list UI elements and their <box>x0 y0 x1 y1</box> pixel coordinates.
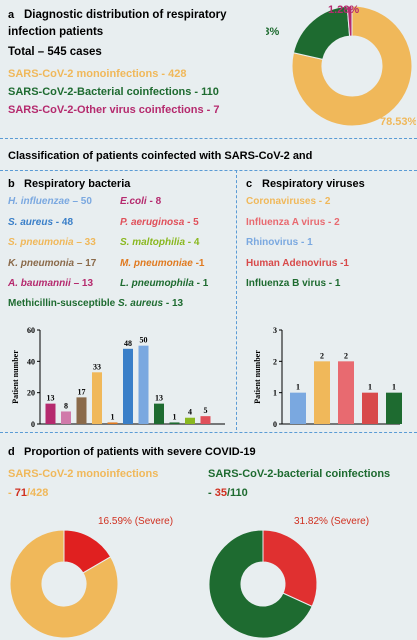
bacteria-bar-3 <box>92 372 102 424</box>
legend-mssa: Methicillin-susceptible S. aureus - 13 <box>8 298 184 309</box>
bar-chart-bacteria: 0 20 40 60 Patient number 13 8 17 33 1 48 50 13 1 4 5 <box>11 326 225 429</box>
vertical-divider <box>236 170 237 430</box>
virus-ytick: 1 <box>273 389 277 398</box>
virus-ylabel: Patient number <box>253 350 262 404</box>
legend-bacteria-b-0: E.coli - 8 <box>120 196 162 207</box>
panel-d-right-count: - 35/110 <box>208 487 248 499</box>
panel-a-title-line2: infection patients <box>8 26 104 38</box>
legend-virus-1: Influenza A virus - 2 <box>246 216 340 228</box>
virus-ytick: 0 <box>273 420 277 429</box>
pie-a-label-bacterial: 20.18% <box>266 26 280 38</box>
panel-a-letter: a <box>8 9 15 21</box>
bacteria-value-0: 13 <box>47 394 55 403</box>
legend-monoinfections: SARS-CoV-2 monoinfections - 428 <box>8 68 187 80</box>
bacteria-value-9: 4 <box>188 408 192 417</box>
virus-bar-2 <box>338 361 354 424</box>
bacteria-value-5: 48 <box>124 339 132 348</box>
bacteria-bar-9 <box>185 417 195 424</box>
bacteria-value-3: 33 <box>93 362 101 371</box>
virus-bar-1 <box>314 361 330 424</box>
legend-bacteria-b-2: S. maltophilia - 4 <box>120 237 200 248</box>
pie-chart-mono-severe: 16.59% (Severe) <box>9 516 173 639</box>
pie-a-slice-2 <box>346 5 353 37</box>
bacteria-bar-0 <box>45 403 56 424</box>
divider-top <box>0 138 417 139</box>
legend-bacteria-b-3: M. pneumoniae -1 <box>120 257 205 269</box>
legend-bacteria-b-4: L. pneumophila - 1 <box>120 278 209 289</box>
virus-bar-3 <box>362 392 378 424</box>
bacteria-value-6: 50 <box>140 336 148 345</box>
bar-chart-viruses: 0 1 2 3 Patient number 1 2 2 1 1 <box>253 326 402 429</box>
virus-value-0: 1 <box>296 383 300 392</box>
legend-bacterial-coinfections: SARS-CoV-2-Bacterial coinfections - 110 <box>8 86 219 98</box>
pie-a-label-virus: 1.28% <box>328 4 359 16</box>
bacteria-bar-4 <box>107 422 118 424</box>
divider-3 <box>0 432 417 433</box>
virus-ytick: 2 <box>273 357 277 366</box>
pie-a-label-mono: 78.53% <box>380 116 416 128</box>
panel-d-letter: d <box>8 446 15 458</box>
virus-bar-0 <box>290 392 306 424</box>
virus-value-3: 1 <box>368 383 372 392</box>
panel-c-title: Respiratory viruses <box>262 178 365 190</box>
legend-bacteria-a-2: S. pneumonia – 33 <box>8 237 96 248</box>
bacteria-bar-5 <box>123 348 133 424</box>
panel-d-left-label: SARS-CoV-2 monoinfections <box>8 468 159 480</box>
panel-c-letter: c <box>246 178 253 190</box>
bacteria-ytick: 20 <box>27 389 35 398</box>
legend-virus-coinfections: SARS-CoV-2-Other virus coinfections - 7 <box>8 104 220 116</box>
legend-virus-2: Rhinovirus - 1 <box>246 237 313 248</box>
legend-bacteria-a-3: K. pneumonia – 17 <box>8 257 97 269</box>
virus-bar-4 <box>386 392 402 424</box>
bacteria-ytick: 0 <box>31 420 35 429</box>
legend-virus-3: Human Adenovirus -1 <box>246 257 349 269</box>
bacteria-value-4: 1 <box>111 412 115 421</box>
bacteria-value-1: 8 <box>64 401 68 410</box>
legend-bacteria-b-1: P. aeruginosa - 5 <box>120 216 199 228</box>
section-title: Classification of patients coinfected wi… <box>8 150 313 162</box>
bacteria-bar-2 <box>76 397 87 424</box>
pie-left-label: 16.59% (Severe) <box>98 516 173 527</box>
bacteria-bar-7 <box>154 403 164 424</box>
bacteria-ytick: 40 <box>27 357 35 366</box>
bacteria-value-2: 17 <box>78 387 86 396</box>
pie-right-slice-1 <box>208 529 313 639</box>
virus-value-1: 2 <box>320 351 324 360</box>
panel-b-title: Respiratory bacteria <box>24 178 131 190</box>
pie-chart-a: 78.53% 20.18% 1.28% <box>266 4 416 128</box>
legend-bacteria-a-1: S. aureus - 48 <box>8 216 74 228</box>
bacteria-value-8: 1 <box>173 412 177 421</box>
legend-bacteria-a-0: H. influenzae – 50 <box>8 196 92 207</box>
panel-a-title-line1: Diagnostic distribution of respiratory <box>24 9 227 21</box>
bacteria-value-10: 5 <box>204 406 208 415</box>
virus-ytick: 3 <box>273 326 277 335</box>
bacteria-ytick: 60 <box>27 326 35 335</box>
legend-virus-4: Influenza B virus - 1 <box>246 278 341 289</box>
panel-d-title: Proportion of patients with severe COVID… <box>24 446 256 458</box>
pie-left-slice-1 <box>9 529 119 639</box>
panel-a-total: Total – 545 cases <box>8 46 102 58</box>
bacteria-value-7: 13 <box>155 394 163 403</box>
pie-a-slice-0 <box>291 5 413 127</box>
virus-value-4: 1 <box>392 383 396 392</box>
pie-right-slice-0 <box>262 529 318 608</box>
bacteria-ylabel: Patient number <box>11 350 20 404</box>
divider-2 <box>0 170 417 171</box>
panel-d-right-label: SARS-CoV-2-bacterial coinfections <box>208 468 391 480</box>
virus-value-2: 2 <box>344 351 348 360</box>
pie-chart-bacterial-severe: 31.82% (Severe) <box>208 516 369 639</box>
pie-right-label: 31.82% (Severe) <box>294 516 369 527</box>
bacteria-bar-8 <box>169 422 180 424</box>
bacteria-bar-1 <box>61 411 71 424</box>
panel-d-left-count: - 71/428 <box>8 487 49 499</box>
bacteria-bar-10 <box>200 416 211 424</box>
bacteria-bar-6 <box>138 345 149 424</box>
legend-virus-0: Coronaviruses - 2 <box>246 196 331 207</box>
panel-b-letter: b <box>8 178 15 190</box>
legend-bacteria-a-4: A. baumannii – 13 <box>8 278 94 289</box>
